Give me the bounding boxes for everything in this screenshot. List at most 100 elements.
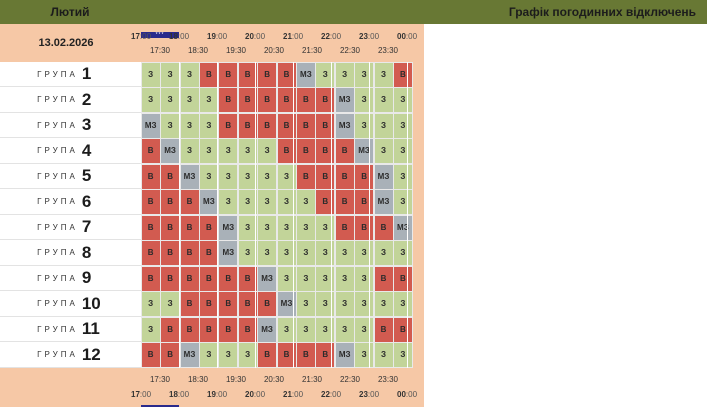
schedule-cell: МЗ	[296, 62, 315, 87]
schedule-cell: В	[277, 139, 296, 164]
schedule-cell: З	[161, 292, 180, 317]
schedule-cell: З	[296, 190, 315, 215]
schedule-cell: В	[199, 62, 218, 87]
hour-divider	[369, 62, 370, 368]
half-hour-label-top: 20:30	[263, 46, 285, 55]
hour-minutes: :00	[367, 32, 380, 41]
schedule-cell: В	[316, 343, 335, 368]
schedule-cell: В	[161, 190, 180, 215]
hour-value: 20	[245, 390, 254, 399]
schedule-cell: З	[219, 139, 238, 164]
schedule-cell: З	[393, 190, 412, 215]
group-label-text: ГРУПА	[37, 324, 78, 334]
half-hour-label-bottom: 22:30	[339, 375, 361, 384]
schedule-cell: З	[374, 62, 393, 87]
hour-divider	[331, 62, 332, 368]
hour-minutes: :00	[291, 390, 304, 399]
schedule-cell: В	[258, 292, 277, 317]
schedule-cell: В	[316, 190, 335, 215]
group-label-text: ГРУПА	[37, 222, 78, 232]
schedule-cell: З	[335, 241, 354, 266]
hour-value: 21	[283, 390, 292, 399]
half-hour-label-top: 22:30	[339, 46, 361, 55]
group-row-label: ГРУПА 9	[0, 266, 141, 291]
hour-divider	[407, 62, 408, 368]
schedule-cell: З	[316, 241, 335, 266]
group-label-text: ГРУПА	[37, 299, 78, 308]
hour-minutes: :00	[367, 390, 380, 399]
group-row-label: ГРУПА 10	[0, 292, 141, 317]
half-hour-label-top: 19:30	[225, 46, 247, 55]
schedule-cell: МЗ	[335, 88, 354, 113]
schedule-cell: З	[258, 215, 277, 240]
hour-divider	[179, 62, 180, 368]
hour-minutes: :00	[215, 390, 228, 399]
schedule-cell: З	[393, 113, 412, 138]
schedule-cell: З	[296, 266, 315, 291]
group-label-text: ГРУПА	[37, 197, 78, 206]
schedule-cell: З	[374, 241, 393, 266]
schedule-cell: З	[355, 241, 374, 266]
schedule-cell: В	[393, 62, 412, 87]
schedule-cell: З	[335, 62, 354, 87]
schedule-cell: З	[258, 164, 277, 189]
schedule-cell: В	[335, 215, 354, 240]
group-row-label: ГРУПА 1	[0, 62, 141, 87]
schedule-cell: В	[374, 317, 393, 342]
schedule-cell: З	[141, 62, 160, 87]
schedule-cell: З	[238, 139, 257, 164]
schedule-cell: В	[277, 343, 296, 368]
hour-label-top: 23:00	[359, 32, 397, 42]
schedule-cell: В	[355, 190, 374, 215]
half-hour-label-bottom: 21:30	[301, 375, 323, 384]
hour-minutes: :00	[177, 390, 190, 399]
schedule-cell: З	[374, 292, 393, 317]
schedule-cell: З	[199, 88, 218, 113]
schedule-cell: З	[238, 241, 257, 266]
group-label-text: ГРУПА	[37, 120, 78, 130]
hour-label-top: 00:00	[397, 32, 435, 42]
schedule-cell: В	[296, 139, 315, 164]
hour-minutes: :00	[253, 390, 266, 399]
schedule-cell: В	[355, 215, 374, 240]
schedule-cell: МЗ	[258, 266, 277, 291]
schedule-cell: З	[316, 292, 335, 317]
schedule-cell: МЗ	[219, 215, 238, 240]
schedule-cell: В	[199, 215, 218, 240]
group-row-label: ГРУПА 4	[0, 139, 141, 164]
schedule-cell: В	[199, 266, 218, 291]
schedule-cell: З	[316, 317, 335, 342]
schedule-cell: В	[161, 215, 180, 240]
hour-divider	[293, 62, 294, 368]
schedule-cell: В	[141, 343, 160, 368]
group-number: 12	[81, 344, 101, 364]
schedule-cell: З	[316, 266, 335, 291]
schedule-cell: З	[141, 317, 160, 342]
schedule-cell: З	[393, 292, 412, 317]
schedule-cell: З	[277, 215, 296, 240]
group-number: 8	[81, 242, 92, 262]
group-number: 11	[81, 319, 100, 338]
schedule-cell: З	[180, 113, 199, 138]
schedule-cell: З	[316, 62, 335, 87]
schedule-cell: З	[277, 190, 296, 215]
schedule-cell: З	[277, 164, 296, 189]
schedule-cell: З	[219, 190, 238, 215]
hour-value: 23	[359, 32, 368, 41]
schedule-cell: З	[374, 88, 393, 113]
group-row-label: ГРУПА 12	[0, 343, 141, 368]
group-label-text: ГРУПА	[37, 248, 78, 257]
group-number: 6	[81, 191, 92, 211]
hour-value: 19	[207, 390, 216, 399]
schedule-cell: В	[180, 292, 199, 317]
schedule-cell: МЗ	[161, 139, 180, 164]
schedule-cell: МЗ	[199, 190, 218, 215]
schedule-cell: МЗ	[180, 164, 199, 189]
hour-minutes: :00	[291, 32, 304, 41]
hour-value: 23	[359, 390, 368, 399]
schedule-cell: З	[141, 292, 160, 317]
schedule-cell: В	[238, 317, 257, 342]
hour-minutes: :00	[215, 32, 228, 41]
hour-label-top: 19:00	[207, 32, 245, 42]
current-time-marker-top	[141, 32, 179, 38]
